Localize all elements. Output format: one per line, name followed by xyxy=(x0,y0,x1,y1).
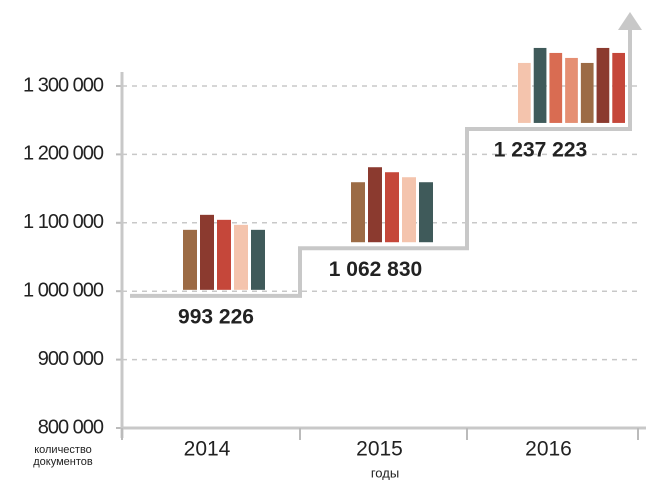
x-axis-label: годы xyxy=(371,465,399,480)
x-tick-label: 2015 xyxy=(356,438,403,461)
book-icon xyxy=(402,177,416,243)
book-icon xyxy=(549,52,563,123)
arrow-head xyxy=(618,12,642,30)
y-axis-label: количество документов xyxy=(33,444,93,468)
book-icon xyxy=(200,214,214,290)
book-icon xyxy=(351,182,365,243)
book-icon xyxy=(565,57,578,123)
book-icon xyxy=(217,219,231,290)
book-icon xyxy=(596,47,610,123)
y-tick-label: 1 000 000 xyxy=(23,279,104,301)
y-axis-label-box: количество документов xyxy=(33,444,93,468)
x-tick-label: 2016 xyxy=(525,438,572,461)
value-label: 1 237 223 xyxy=(494,138,587,161)
value-label: 1 062 830 xyxy=(329,258,422,281)
y-tick-label: 800 000 xyxy=(38,416,104,438)
book-icon xyxy=(385,172,399,243)
book-icon xyxy=(419,182,433,243)
book-icon xyxy=(251,229,265,290)
y-tick-label: 1 300 000 xyxy=(23,74,104,96)
book-icon xyxy=(580,62,594,123)
x-tick-label: 2014 xyxy=(184,438,231,461)
book-icon xyxy=(518,62,531,123)
book-icon xyxy=(612,52,625,123)
y-tick-label: 1 200 000 xyxy=(23,143,104,165)
book-icon xyxy=(234,224,248,290)
book-icon xyxy=(533,47,547,123)
book-icon xyxy=(368,167,382,243)
book-icon xyxy=(183,229,197,290)
value-label: 993 226 xyxy=(178,305,254,328)
y-tick-label: 900 000 xyxy=(38,348,104,370)
y-tick-label: 1 100 000 xyxy=(23,211,104,233)
